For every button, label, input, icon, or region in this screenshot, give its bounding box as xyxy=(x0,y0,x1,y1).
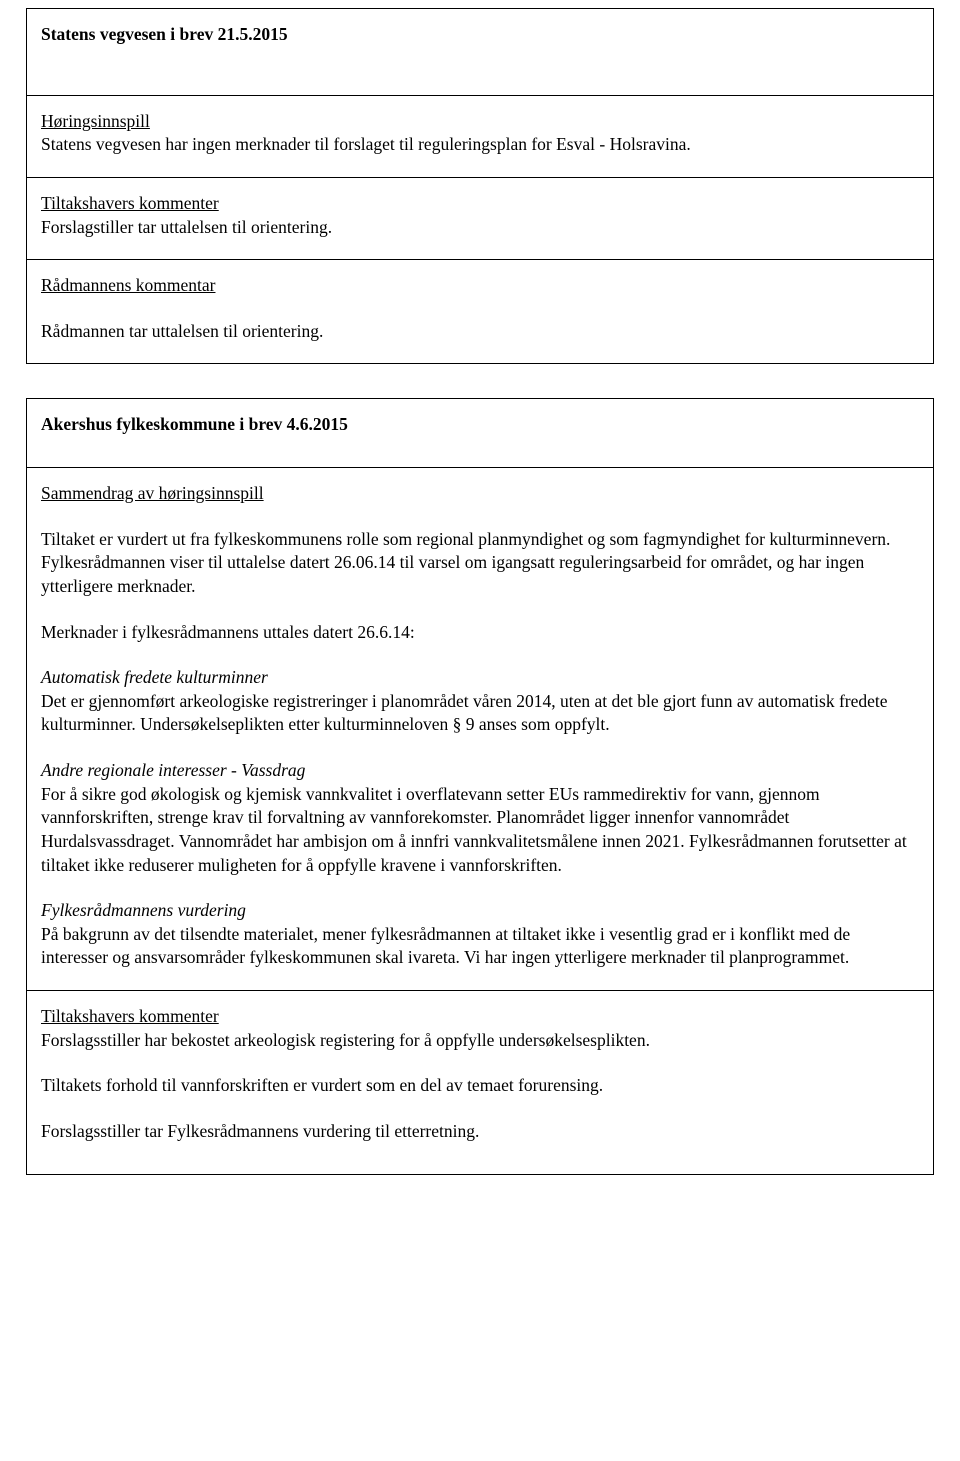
paragraph: Statens vegvesen har ingen merknader til… xyxy=(41,133,919,157)
table-2-title: Akershus fylkeskommune i brev 4.6.2015 xyxy=(41,413,919,437)
table-2: Akershus fylkeskommune i brev 4.6.2015 S… xyxy=(26,398,934,1174)
paragraph: Tiltakets forhold til vannforskriften er… xyxy=(41,1074,919,1098)
subheading-vassdrag: Andre regionale interesser - Vassdrag xyxy=(41,759,919,783)
table-1-title: Statens vegvesen i brev 21.5.2015 xyxy=(41,23,919,47)
heading-tiltakshavers-kommenter-2: Tiltakshavers kommenter xyxy=(41,1005,919,1029)
heading-horingsinnspill: Høringsinnspill xyxy=(41,110,919,134)
paragraph: Rådmannen tar uttalelsen til orientering… xyxy=(41,320,919,344)
subheading-vurdering: Fylkesrådmannens vurdering xyxy=(41,899,919,923)
paragraph: Forslagsstiller tar Fylkesrådmannens vur… xyxy=(41,1120,919,1144)
heading-sammendrag: Sammendrag av høringsinnspill xyxy=(41,482,919,506)
subheading-kulturminner: Automatisk fredete kulturminner xyxy=(41,666,919,690)
paragraph: Merknader i fylkesrådmannens uttales dat… xyxy=(41,621,919,645)
heading-radmannens-kommentar: Rådmannens kommentar xyxy=(41,274,919,298)
paragraph: Tiltaket er vurdert ut fra fylkeskommune… xyxy=(41,528,919,599)
paragraph: Forslagstiller tar uttalelsen til orient… xyxy=(41,216,919,240)
paragraph: På bakgrunn av det tilsendte materialet,… xyxy=(41,923,919,970)
paragraph: Forslagsstiller har bekostet arkeologisk… xyxy=(41,1029,919,1053)
paragraph: Det er gjennomført arkeologiske registre… xyxy=(41,690,919,737)
heading-tiltakshavers-kommenter: Tiltakshavers kommenter xyxy=(41,192,919,216)
paragraph: For å sikre god økologisk og kjemisk van… xyxy=(41,783,919,878)
table-1: Statens vegvesen i brev 21.5.2015 Høring… xyxy=(26,8,934,364)
